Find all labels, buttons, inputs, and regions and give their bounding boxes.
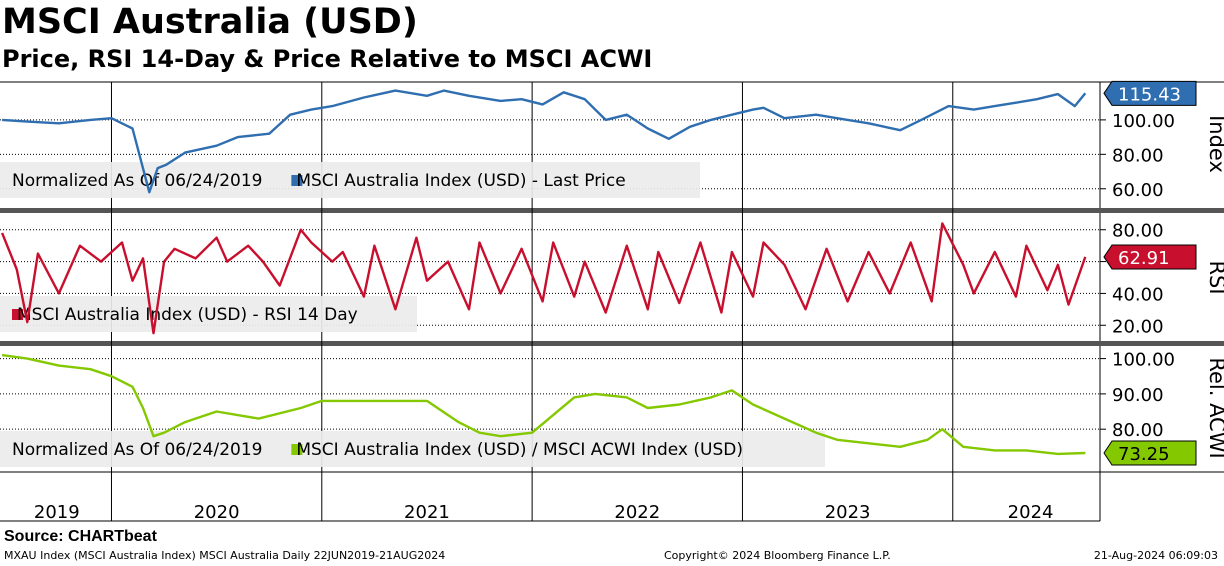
legend-swatch xyxy=(12,309,23,320)
chart-frame xyxy=(0,81,1224,522)
last-value-tags: 115.43 62.91 73.25 xyxy=(1103,80,1197,466)
last-value-tag xyxy=(1103,440,1197,466)
y-tick-label: 90.00 xyxy=(1112,385,1164,406)
x-tick-label-year: 2024 xyxy=(1008,502,1054,523)
legend-box xyxy=(0,162,700,198)
last-value-label: 115.43 xyxy=(1118,84,1181,105)
y-tick-label: 20.00 xyxy=(1112,316,1164,337)
series-line-relative xyxy=(1,353,1086,456)
footer-timestamp: 21-Aug-2024 06:09:03 xyxy=(1093,549,1218,562)
y-tick-label: 80.00 xyxy=(1112,145,1164,166)
x-tick-label-year: 2021 xyxy=(404,502,450,523)
panel-divider xyxy=(0,341,1224,346)
legend-box xyxy=(0,296,417,332)
legends: Normalized As Of 06/24/2019 MSCI Australi… xyxy=(0,162,825,467)
x-tick-label-year: 2023 xyxy=(825,502,871,523)
legend-swatch xyxy=(291,444,303,455)
legend-label: MSCI Australia Index (USD) - RSI 14 Day xyxy=(17,305,358,325)
chart-subtitle: Price, RSI 14-Day & Price Relative to MS… xyxy=(2,45,653,73)
last-value-label: 62.91 xyxy=(1118,248,1170,269)
x-tick-label-year: 2020 xyxy=(194,502,240,523)
footer-left: MXAU Index (MSCI Australia Index) MSCI A… xyxy=(4,549,446,562)
chart-title: MSCI Australia (USD) xyxy=(2,2,418,42)
y-tick-label: 100.00 xyxy=(1112,111,1175,132)
legend-label: MSCI Australia Index (USD) - Last Price xyxy=(296,171,625,191)
y-axis-label: Index xyxy=(1205,115,1224,173)
panel-divider xyxy=(0,208,1224,213)
x-tick-label-year: 2022 xyxy=(614,502,660,523)
last-value-tag xyxy=(1103,80,1197,106)
y-tick-label: 100.00 xyxy=(1112,350,1175,371)
y-axis-label: RSI xyxy=(1205,260,1224,294)
legend-label: Normalized As Of 06/24/2019 xyxy=(12,440,262,460)
x-tick-label-year: 2019 xyxy=(34,502,80,523)
y-tick-label: 40.00 xyxy=(1112,284,1164,305)
legend-label: MSCI Australia Index (USD) / MSCI ACWI I… xyxy=(296,440,743,460)
y-tick-labels: 60.0080.00100.0020.0040.0060.0080.0080.0… xyxy=(1112,111,1175,441)
series-lines xyxy=(0,89,1087,456)
legend-box xyxy=(0,431,825,467)
last-value-tag xyxy=(1103,244,1197,270)
legend-label: Normalized As Of 06/24/2019 xyxy=(12,171,262,191)
y-tick-label: 80.00 xyxy=(1112,221,1164,242)
series-line-rsi xyxy=(0,222,1087,335)
footer-copyright: Copyright© 2024 Bloomberg Finance L.P. xyxy=(664,549,891,562)
y-tick-label: 60.00 xyxy=(1112,180,1164,201)
y-axis-labels: Index RSI Rel. ACWI xyxy=(1205,115,1224,459)
source-note: Source: CHARTbeat xyxy=(4,528,157,545)
last-value-label: 73.25 xyxy=(1118,444,1170,465)
y-tick-label: 80.00 xyxy=(1112,420,1164,441)
legend-swatch xyxy=(291,175,303,186)
x-year-labels: 2019 2020 2021 2022 2023 2024 xyxy=(34,502,1054,523)
y-axis-label: Rel. ACWI xyxy=(1205,357,1224,458)
series-line-price xyxy=(2,89,1087,194)
